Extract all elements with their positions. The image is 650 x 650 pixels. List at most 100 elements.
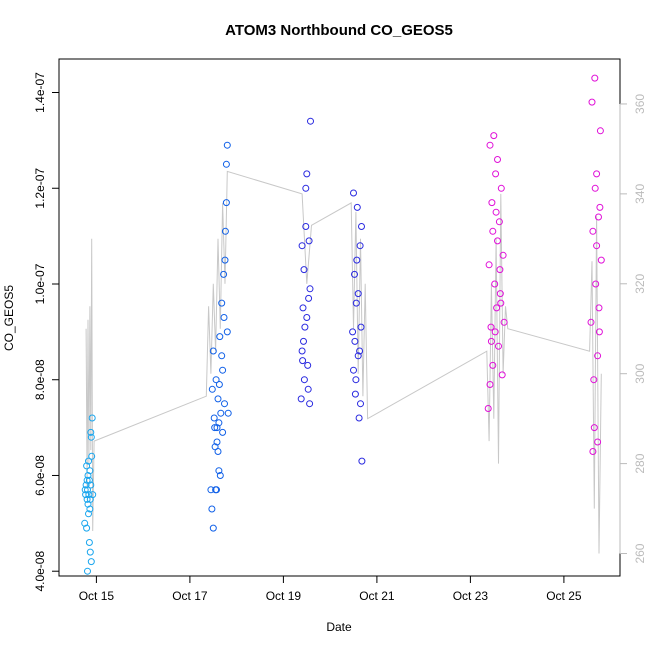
data-point	[588, 98, 596, 106]
data-point	[298, 242, 306, 250]
data-point	[497, 299, 505, 307]
data-point	[354, 352, 362, 360]
data-point	[595, 328, 603, 336]
data-point	[304, 361, 312, 369]
data-point	[223, 328, 231, 336]
data-point	[591, 184, 599, 192]
y2-axis: 260 280 300 320 340 360	[619, 94, 647, 564]
data-point	[83, 476, 91, 484]
data-point	[218, 299, 226, 307]
data-point	[356, 347, 364, 355]
data-point	[299, 304, 307, 312]
data-point	[85, 510, 92, 518]
data-point	[306, 285, 314, 293]
y-tick-label: 4.0e-08	[33, 551, 47, 592]
y2-tick-label: 320	[633, 273, 647, 293]
data-point	[590, 376, 598, 384]
data-point	[87, 433, 95, 441]
data-point	[86, 548, 94, 556]
data-point	[215, 381, 223, 388]
data-point	[494, 237, 501, 245]
data-point	[594, 438, 602, 446]
data-point	[590, 424, 598, 432]
data-point	[221, 256, 229, 264]
data-point	[223, 141, 231, 149]
data-point	[594, 352, 602, 360]
data-point	[87, 558, 95, 566]
data-point	[589, 227, 597, 235]
data-point	[81, 486, 89, 494]
data-point	[214, 448, 222, 455]
data-point	[210, 414, 218, 422]
data-point	[493, 304, 501, 312]
data-point	[352, 299, 360, 307]
data-point	[496, 290, 504, 298]
data-point	[215, 467, 223, 475]
data-point	[497, 184, 505, 192]
data-point	[589, 448, 597, 455]
data-point	[500, 318, 508, 326]
data-point	[353, 256, 361, 264]
data-point	[494, 156, 501, 163]
x-tick-label: Oct 15	[79, 589, 115, 603]
data-point	[84, 486, 91, 494]
data-point	[221, 400, 228, 408]
data-point	[593, 242, 601, 250]
data-point	[216, 333, 224, 341]
line-series-layer	[85, 170, 602, 554]
data-point	[591, 74, 599, 82]
data-point	[302, 184, 310, 192]
data-point	[84, 567, 91, 575]
data-point	[492, 208, 500, 216]
y2-tick-label: 280	[633, 453, 647, 473]
data-point	[83, 524, 91, 532]
data-point	[351, 270, 358, 278]
data-point	[208, 505, 216, 513]
data-point	[596, 127, 604, 135]
data-point	[489, 361, 497, 369]
data-point	[222, 160, 230, 168]
data-point	[86, 467, 94, 475]
data-point	[350, 366, 357, 374]
data-point	[87, 481, 95, 489]
data-point	[351, 337, 359, 345]
data-point	[209, 524, 217, 532]
data-point	[351, 390, 359, 398]
points-layer	[81, 74, 605, 575]
data-point	[303, 314, 311, 321]
x-tick-label: Oct 19	[266, 589, 302, 603]
data-point	[88, 414, 96, 422]
y-tick-label: 1.0e-07	[33, 263, 47, 304]
data-point	[222, 199, 230, 207]
data-point	[82, 491, 90, 499]
data-point	[85, 539, 93, 546]
data-point	[487, 337, 495, 345]
data-point	[587, 318, 595, 326]
data-point	[85, 491, 93, 499]
data-point	[489, 227, 497, 235]
chart-title: ATOM3 Northbound CO_GEOS5	[225, 22, 453, 39]
y-tick-label: 6.0e-08	[33, 455, 47, 496]
data-point	[595, 213, 602, 221]
data-point	[307, 117, 314, 125]
data-point	[304, 385, 312, 393]
data-point	[86, 505, 94, 513]
data-point	[487, 323, 495, 331]
data-point	[355, 414, 363, 422]
y-tick-label: 1.4e-07	[33, 72, 47, 113]
data-point	[300, 376, 308, 384]
data-point	[81, 519, 89, 527]
data-point	[496, 266, 504, 274]
y-axis: 4.0e-08 6.0e-08 8.0e-08 1.0e-07 1.2e-07 1.4e-…	[33, 72, 60, 592]
data-point	[353, 203, 361, 211]
data-point	[350, 189, 357, 197]
data-point	[212, 376, 220, 384]
data-point	[595, 304, 603, 312]
data-point	[352, 376, 360, 384]
data-point	[593, 170, 601, 178]
data-point	[349, 328, 357, 336]
data-point	[491, 328, 499, 336]
data-point	[216, 472, 224, 479]
data-point	[358, 457, 366, 465]
